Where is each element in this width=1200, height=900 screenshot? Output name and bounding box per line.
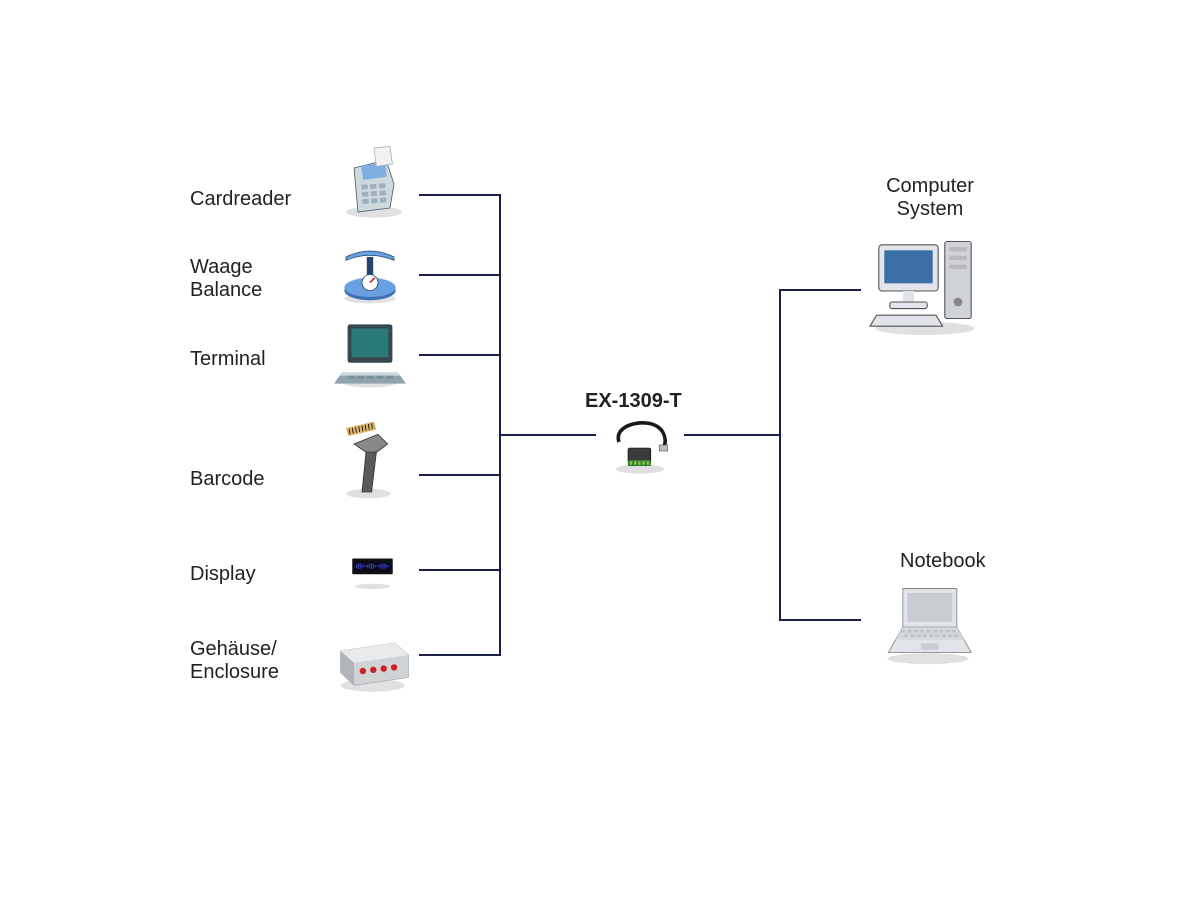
right-label-0: Computer System [886,175,974,221]
balance-icon [330,225,410,310]
peripheral-label-1: Waage Balance [190,256,262,302]
peripheral-label-5: Gehäuse/ Enclosure [190,638,279,684]
right-label-1: Notebook [900,550,986,573]
barcode-icon [330,420,410,505]
peripheral-label-4: Display [190,563,256,586]
peripheral-label-0: Cardreader [190,188,291,211]
cardreader-icon [330,140,410,225]
enclosure-icon [325,615,420,700]
display-icon [325,545,420,595]
notebook-icon [868,575,988,670]
center-label: EX-1309-T [585,390,682,413]
peripheral-label-2: Terminal [190,348,266,371]
peripheral-label-3: Barcode [190,468,265,491]
computer-icon [860,225,990,340]
adapter-icon [595,415,685,480]
terminal-icon [330,310,410,395]
